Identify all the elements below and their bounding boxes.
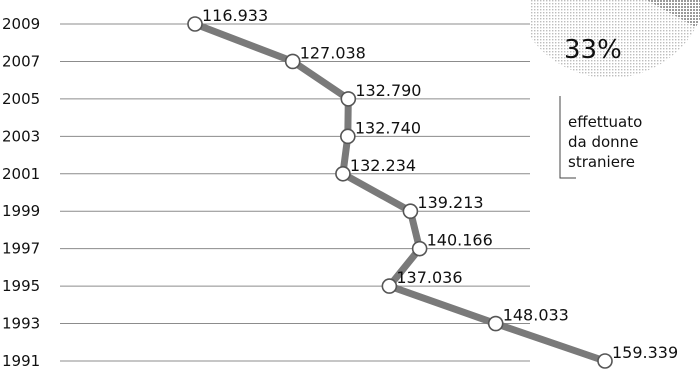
data-point — [335, 165, 351, 182]
data-label: 137.036 — [396, 268, 462, 287]
data-point — [187, 16, 203, 32]
year-tick-label: 2007 — [2, 52, 40, 70]
year-tick-label: 2003 — [2, 127, 40, 145]
data-point — [381, 278, 398, 294]
year-tick-label: 2005 — [2, 90, 40, 108]
data-points — [187, 16, 613, 369]
year-axis: 1991 1993 1995 1997 1999 2001 2003 2005 2007 2009 — [2, 15, 40, 370]
data-label: 132.740 — [355, 118, 421, 137]
data-point — [284, 53, 301, 70]
year-tick-label: 1991 — [2, 352, 40, 370]
series-line — [191, 20, 609, 365]
share-percent-label: 33% — [564, 35, 622, 65]
year-tick-label: 1995 — [2, 277, 40, 295]
series-polyline — [191, 20, 609, 365]
data-label: 159.339 — [612, 343, 678, 362]
data-label: 127.038 — [300, 43, 366, 62]
year-tick-label: 2001 — [2, 165, 40, 183]
data-point — [487, 315, 504, 332]
year-tick-label: 2009 — [2, 15, 40, 33]
data-label: 132.790 — [355, 81, 421, 100]
share-note-line-1: effettuato — [568, 113, 642, 131]
data-labels: 159.339 148.033 137.036 140.166 139.213132.2… — [202, 6, 678, 362]
year-tick-label: 1997 — [2, 240, 40, 258]
pie-background — [530, 0, 700, 78]
year-tick-label: 1999 — [2, 202, 40, 220]
pie-slice-share — [646, 0, 700, 28]
share-note-line-2: da donne — [568, 133, 638, 151]
data-point — [340, 128, 356, 145]
data-point — [402, 203, 419, 220]
data-label: 148.033 — [503, 306, 569, 325]
inset-bracket — [559, 96, 576, 179]
data-label: 132.234 — [350, 156, 416, 175]
share-pie — [530, 0, 700, 78]
share-note-line-3: straniere — [568, 153, 635, 171]
data-point — [597, 353, 613, 369]
data-point — [411, 240, 428, 257]
data-label: 116.933 — [202, 6, 268, 25]
data-label: 140.166 — [427, 231, 493, 250]
year-tick-label: 1993 — [2, 315, 40, 333]
data-point — [340, 91, 357, 107]
data-label: 139.213 — [417, 193, 483, 212]
